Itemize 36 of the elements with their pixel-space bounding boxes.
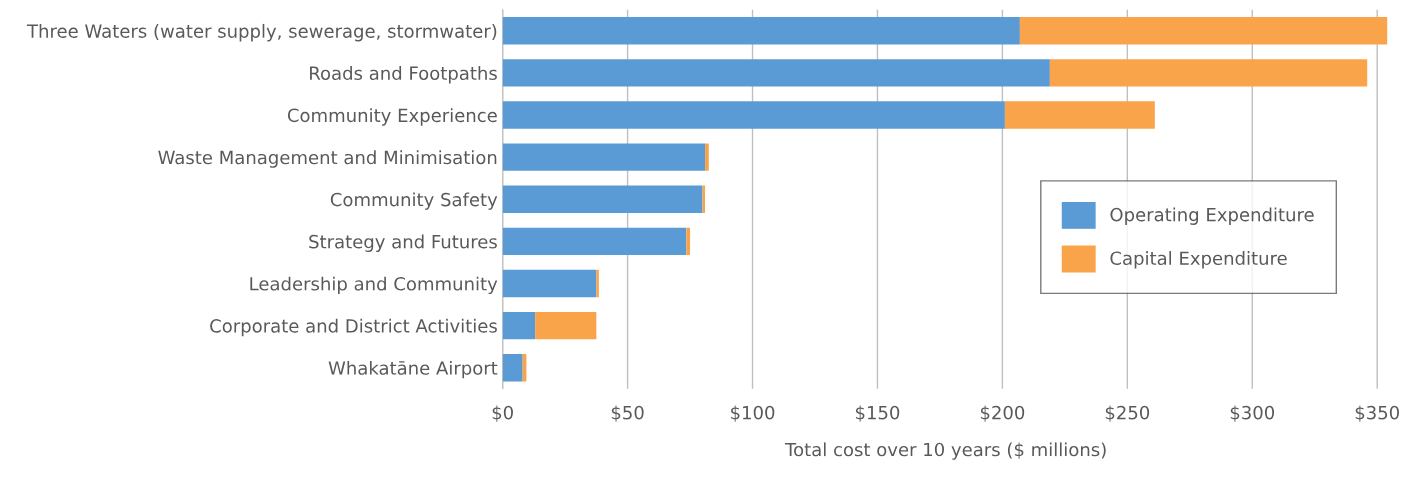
bar (502, 354, 523, 382)
bar (502, 227, 687, 256)
bar (502, 17, 1020, 45)
x-tick-label: $200 (980, 405, 1025, 422)
y-tick-label: Roads and Footpaths (310, 66, 497, 84)
bar (535, 311, 597, 340)
bar (1004, 101, 1155, 129)
x-tick-label: $250 (1105, 405, 1150, 422)
bar (502, 269, 597, 298)
bar (502, 59, 1050, 87)
bar (1049, 59, 1368, 87)
y-tick-label: Whakatāne Airport (328, 360, 498, 379)
bar (502, 311, 536, 340)
y-tick-label: Community Safety (330, 192, 498, 210)
x-axis-title: Total cost over 10 years ($ millions) (785, 442, 1106, 460)
y-tick-label: Leadership and Community (250, 276, 498, 295)
y-tick-label: Community Experience (287, 108, 497, 126)
y-tick-label: Three Waters (water supply, sewerage, stormwater) (26, 23, 497, 42)
bar (1019, 17, 1388, 45)
bar (502, 143, 706, 171)
legend-label: Capital Expenditure (1110, 251, 1287, 269)
x-tick-label: $350 (1355, 405, 1399, 422)
bar (502, 101, 1005, 129)
y-tick-label: Strategy and Futures (309, 234, 497, 252)
x-tick-label: $150 (855, 405, 900, 422)
bar (686, 227, 691, 256)
x-tick-label: $0 (492, 405, 513, 422)
bar (596, 269, 599, 298)
legend-label: Operating Expenditure (1110, 207, 1314, 225)
x-tick-label: $300 (1230, 405, 1275, 422)
bar (502, 185, 703, 213)
y-tick-label: Waste Management and Minimisation (158, 150, 497, 168)
bar (705, 143, 709, 171)
x-tick-label: $50 (611, 405, 644, 422)
y-tick-label: Corporate and District Activities (210, 318, 497, 337)
x-tick-label: $100 (731, 405, 775, 422)
